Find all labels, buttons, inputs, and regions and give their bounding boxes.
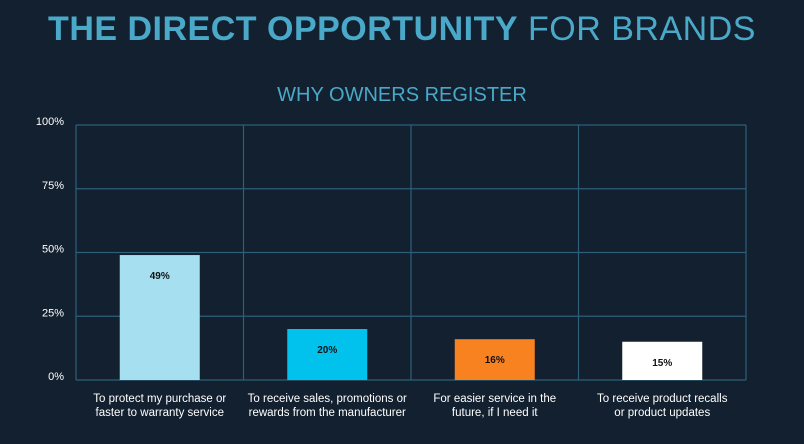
- category-label: faster to warranty service: [96, 407, 224, 419]
- category-label: rewards from the manufacturer: [249, 407, 406, 419]
- category-label: future, if I need it: [452, 407, 538, 419]
- chart-title: WHY OWNERS REGISTER: [277, 84, 527, 106]
- y-tick-label: 100%: [36, 116, 64, 128]
- category-label: To receive sales, promotions or: [248, 393, 407, 405]
- y-tick-label: 25%: [42, 307, 64, 319]
- data-label: 16%: [485, 355, 505, 366]
- data-label: 49%: [150, 271, 170, 282]
- bar: [454, 339, 535, 380]
- y-tick-label: 0%: [48, 371, 64, 383]
- y-tick-label: 50%: [42, 244, 64, 256]
- bar: [287, 329, 368, 380]
- headline-rest: FOR BRANDS: [528, 10, 756, 48]
- bar: [622, 341, 703, 380]
- data-label: 20%: [317, 345, 337, 356]
- category-label: or product updates: [614, 407, 710, 419]
- page-headline: THE DIRECT OPPORTUNITY FOR BRANDS: [0, 10, 804, 49]
- category-label: To protect my purchase or: [93, 393, 226, 405]
- category-label: To receive product recalls: [597, 393, 728, 405]
- data-label: 15%: [652, 358, 672, 369]
- bar: [119, 255, 200, 380]
- y-tick-label: 75%: [42, 180, 64, 192]
- category-label: For easier service in the: [433, 393, 556, 405]
- headline-bold: THE DIRECT OPPORTUNITY: [48, 10, 519, 48]
